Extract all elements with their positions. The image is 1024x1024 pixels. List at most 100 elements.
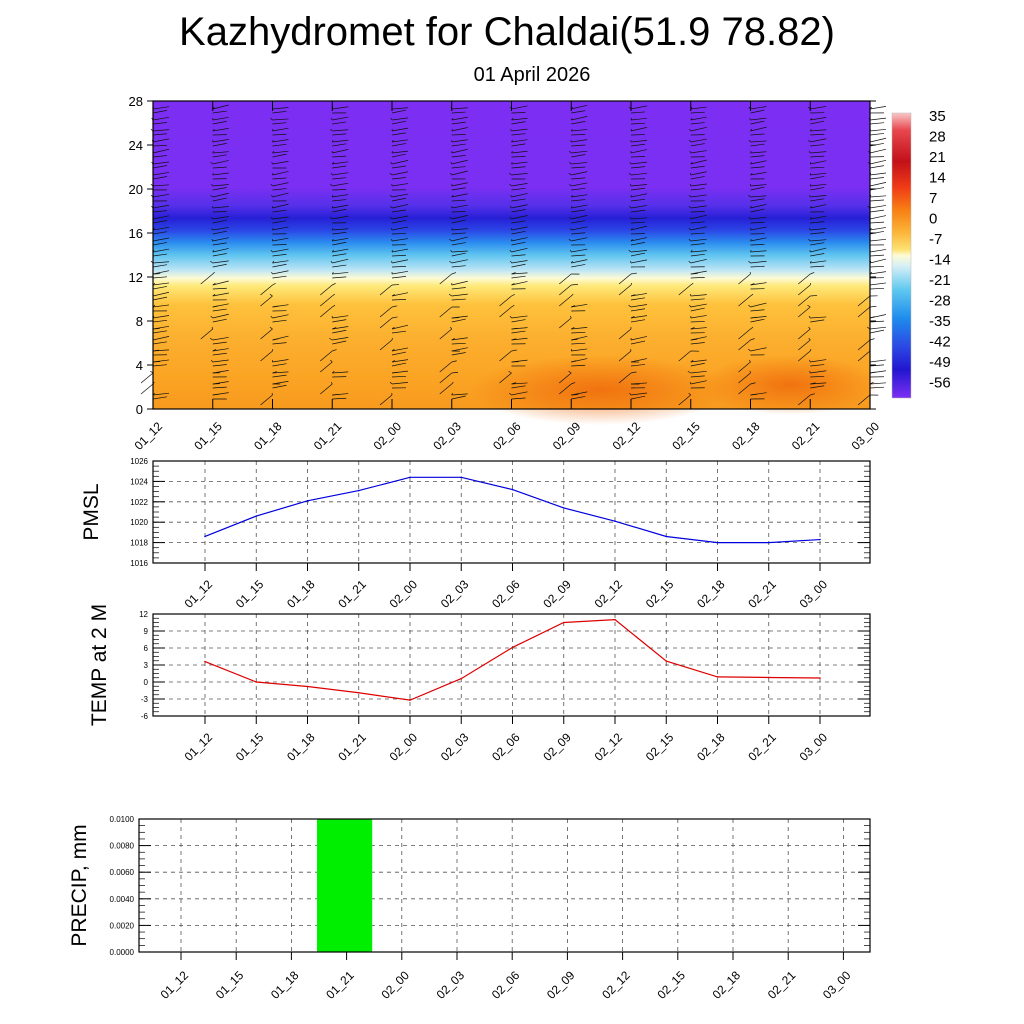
wind-barb [210, 161, 213, 165]
wind-barb [330, 172, 333, 176]
wind-barb-flag [630, 209, 646, 213]
wind-barb-flag [690, 336, 707, 341]
wind-barb-flag [810, 385, 825, 389]
wind-barb-flag [332, 241, 347, 246]
y-tick-label: 0.0040 [110, 895, 135, 904]
colorbar-label: -21 [929, 272, 951, 289]
data-point [204, 535, 206, 538]
wind-barb-flag [212, 184, 229, 187]
wind-barb-flag [630, 193, 648, 198]
wind-barb-flag [152, 129, 170, 132]
wind-barb-flag [750, 265, 765, 268]
data-point [511, 488, 514, 491]
wind-barb [508, 370, 512, 374]
wind-barb-flag [810, 232, 825, 235]
wind-barb-flag [511, 183, 528, 187]
wind-barb-flag [630, 225, 648, 231]
wind-barb-flag [810, 204, 827, 209]
wind-barb-flag [690, 258, 707, 264]
x-tick-label: 02_18 [694, 577, 728, 611]
wind-barb-flag [451, 236, 468, 242]
wind-barb-flag [451, 154, 466, 158]
wind-barb-flag [272, 161, 289, 165]
wind-barb-flag [869, 254, 885, 257]
wind-barb-flag [690, 126, 707, 132]
heatmap-warm-spot [470, 355, 730, 425]
wind-barb [809, 370, 811, 374]
data-point [562, 507, 565, 509]
wind-barb-flag [511, 241, 526, 246]
data-point [511, 646, 514, 649]
wind-barb-flag [391, 259, 409, 264]
heatmap-x-tick-label: 03_00 [849, 419, 883, 453]
wind-barb-flag [690, 214, 707, 220]
wind-barb [209, 337, 213, 341]
wind-barb-flag [738, 328, 751, 340]
plot-frame [152, 460, 871, 564]
wind-barb-flag [332, 315, 349, 319]
wind-barb [391, 227, 393, 231]
wind-barb [210, 359, 214, 363]
wind-barb-flag [690, 303, 707, 308]
wind-barb-flag [571, 391, 588, 396]
wind-barb-flag [810, 117, 827, 121]
wind-barb-flag [152, 106, 170, 110]
heatmap-x-tick-label: 02_00 [371, 419, 405, 453]
wind-barb-flag [750, 347, 767, 352]
wind-barb-flag [798, 284, 811, 296]
wind-barb-flag [630, 143, 646, 147]
x-tick-label: 02_09 [540, 577, 574, 611]
wind-barb-flag [391, 120, 407, 125]
wind-barb-flag [869, 271, 887, 275]
wind-barb [688, 392, 691, 396]
wind-barb-flag [272, 314, 289, 319]
wind-barb-flag [391, 143, 407, 147]
wind-barb-flag [869, 370, 887, 374]
wind-barb-flag [511, 209, 526, 213]
wind-barb [630, 371, 637, 374]
wind-barb-flag [511, 359, 528, 363]
wind-barb [332, 293, 335, 297]
wind-barb [332, 283, 336, 286]
wind-barb-flag [212, 154, 227, 158]
wind-barb-flag [690, 238, 707, 242]
wind-barb [629, 183, 632, 187]
wind-barb-flag [630, 105, 648, 110]
y-tick-label: 0.0020 [110, 921, 135, 930]
wind-barb [270, 216, 273, 220]
wind-barb [270, 183, 273, 187]
wind-barb-flag [152, 349, 170, 352]
wind-barb-flag [332, 161, 349, 165]
data-point [306, 499, 309, 502]
x-tick-label: 02_12 [592, 730, 626, 764]
wind-barb-flag [212, 386, 227, 389]
wind-barb-flag [140, 372, 154, 384]
wind-barb-flag [212, 364, 227, 367]
wind-barb [750, 382, 756, 385]
wind-barb-flag [810, 175, 825, 180]
wind-barb-flag [571, 139, 588, 143]
wind-barb-flag [212, 292, 229, 297]
wind-barb-flag [332, 393, 349, 396]
wind-barb-flag [630, 308, 646, 312]
wind-barb-flag [451, 204, 468, 209]
data-point [562, 621, 565, 624]
wind-barb-flag [511, 237, 528, 242]
x-tick-label: 03_00 [797, 730, 831, 764]
data-point [357, 691, 360, 694]
wind-barb [629, 161, 632, 165]
wind-barb-flag [571, 327, 588, 330]
wind-barb [271, 161, 273, 165]
wind-barb-flag [212, 139, 229, 143]
wind-barb-flag [212, 230, 227, 235]
wind-barb-flag [272, 122, 287, 125]
wind-barb [630, 282, 633, 286]
wind-barb-flag [571, 348, 588, 352]
wind-barb-flag [869, 221, 885, 224]
wind-barb [270, 249, 273, 253]
wind-barb-flag [690, 111, 705, 114]
wind-barb-flag [391, 298, 407, 301]
wind-barb-flag [511, 263, 526, 268]
data-point [614, 618, 616, 621]
